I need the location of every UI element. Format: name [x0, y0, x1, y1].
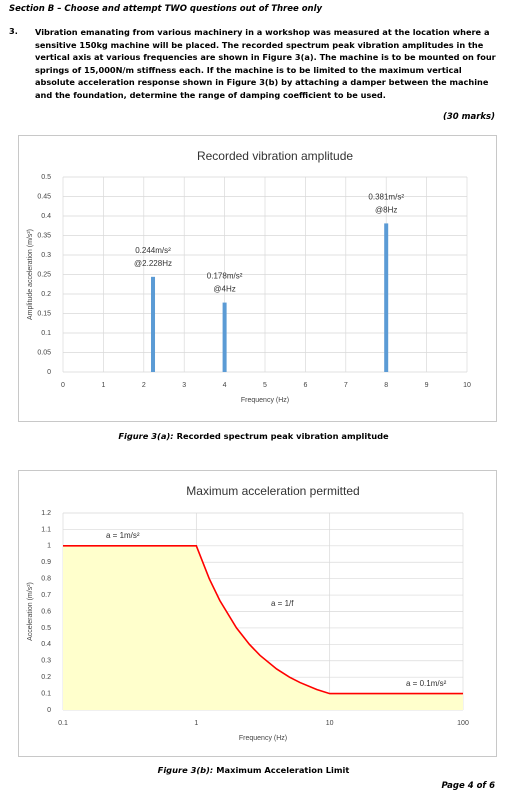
- y-tick-label: 0.5: [41, 174, 51, 181]
- caption-label: Figure 3(a):: [118, 431, 174, 441]
- y-tick-label: 0.25: [37, 271, 51, 278]
- caption-text: Recorded spectrum peak vibration amplitu…: [176, 431, 389, 441]
- y-tick-label: 0.4: [41, 213, 51, 220]
- y-tick-label: 0: [47, 369, 51, 376]
- y-tick-label: 1: [47, 543, 51, 550]
- annotation: a = 0.1m/s²: [406, 679, 447, 688]
- x-axis-label: Frequency (Hz): [241, 397, 289, 404]
- bar: [151, 276, 156, 372]
- bar: [222, 302, 227, 372]
- x-tick-label: 10: [463, 382, 471, 389]
- question-text: Vibration emanating from various machine…: [35, 27, 496, 100]
- x-tick-label: 1: [101, 382, 105, 389]
- y-tick-label: 0.45: [37, 193, 51, 200]
- x-tick-label: 8: [384, 382, 388, 389]
- x-tick-label: 3: [182, 382, 186, 389]
- y-tick-label: 0.1: [41, 330, 51, 337]
- data-label-x: @2.228Hz: [134, 259, 172, 268]
- area-fill: [63, 545, 463, 710]
- data-label-x: @8Hz: [375, 206, 397, 215]
- data-label: 0.381m/s²: [368, 193, 404, 202]
- y-axis-label: Amplitude acceleration (m/s²): [27, 229, 34, 320]
- question-number: 3.: [9, 26, 18, 36]
- y-tick-label: 0.3: [41, 658, 51, 665]
- y-tick-label: 1.2: [41, 510, 51, 517]
- x-tick-label: 2: [142, 382, 146, 389]
- caption: Figure 3(a): Recorded spectrum peak vibra…: [0, 431, 507, 441]
- x-tick-label: 1: [194, 720, 198, 727]
- caption-label: Figure 3(b):: [157, 765, 214, 775]
- y-tick-label: 0.1: [41, 690, 51, 697]
- y-tick-label: 0.3: [41, 252, 51, 259]
- y-tick-label: 0.35: [37, 232, 51, 239]
- annotation: a = 1m/s²: [106, 531, 140, 540]
- bar: [384, 223, 389, 372]
- x-tick-label: 5: [263, 382, 267, 389]
- marks: (30 marks): [442, 112, 495, 122]
- caption: Figure 3(b): Maximum Acceleration Limit: [0, 765, 507, 775]
- limit-line: [63, 545, 463, 695]
- chart: Recorded vibration amplitude 0 0.05 0.1 0.15…: [18, 135, 497, 422]
- y-tick-label: 0.9: [41, 559, 51, 566]
- chart-title: Maximum acceleration permitted: [186, 484, 359, 498]
- x-tick-label: 0: [61, 382, 65, 389]
- y-tick-label: 0.05: [37, 349, 51, 356]
- section-header: Section B – Choose and attempt TWO quest…: [9, 4, 323, 14]
- chart-title: Recorded vibration amplitude: [197, 149, 353, 163]
- y-tick-label: 0.4: [41, 641, 51, 648]
- x-tick-label: 100: [457, 720, 469, 727]
- x-tick-label: 6: [303, 382, 307, 389]
- page-number: Page 4 of 6: [441, 781, 495, 791]
- data-label: 0.178m/s²: [207, 272, 243, 281]
- y-tick-label: 0.8: [41, 576, 51, 583]
- y-tick-label: 0.6: [41, 608, 51, 615]
- data-label-x: @4Hz: [213, 285, 235, 294]
- y-tick-label: 0.2: [41, 674, 51, 681]
- y-tick-label: 1.1: [41, 526, 51, 533]
- x-tick-label: 9: [425, 382, 429, 389]
- y-tick-label: 0.2: [41, 291, 51, 298]
- x-tick-label: 0.1: [58, 720, 68, 727]
- y-tick-label: 0.5: [41, 625, 51, 632]
- y-tick-label: 0: [47, 707, 51, 714]
- data-label: 0.244m/s²: [135, 246, 171, 255]
- chart: Maximum acceleration permitted 0 0.1 0.2 0.3…: [18, 470, 497, 757]
- x-axis-label: Frequency (Hz): [239, 735, 287, 742]
- annotation: a = 1/f: [271, 599, 294, 608]
- caption-text: Maximum Acceleration Limit: [216, 765, 350, 775]
- x-tick-label: 4: [223, 382, 227, 389]
- y-tick-label: 0.7: [41, 592, 51, 599]
- x-tick-label: 10: [326, 720, 334, 727]
- y-tick-label: 0.15: [37, 310, 51, 317]
- x-tick-label: 7: [344, 382, 348, 389]
- y-axis-label: Acceleration (m/s²): [27, 582, 34, 641]
